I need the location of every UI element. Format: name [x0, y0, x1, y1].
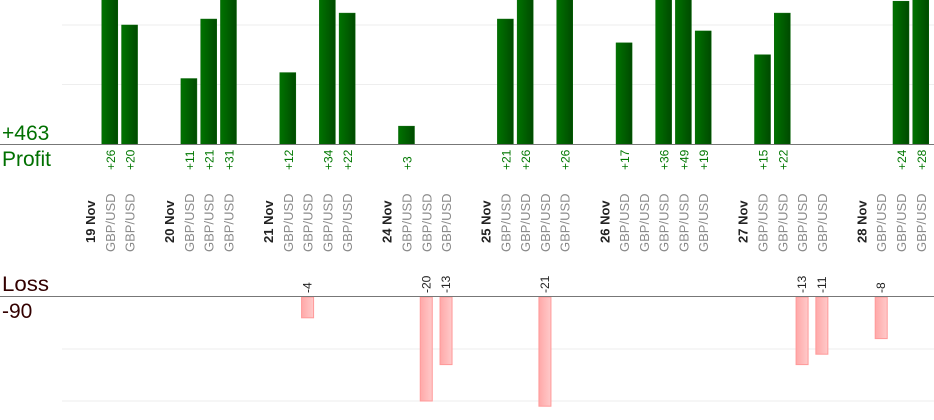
profit-value-label: +31: [222, 149, 236, 170]
profit-value-label: +36: [658, 149, 672, 170]
pair-label: GBP/USD: [123, 193, 138, 252]
loss-bar[interactable]: [301, 296, 315, 319]
pair-label: GBP/USD: [795, 193, 810, 252]
profit-value-label: +26: [559, 149, 573, 170]
loss-label: Loss: [2, 273, 49, 296]
pair-label: GBP/USD: [617, 193, 632, 252]
profit-bar[interactable]: [398, 125, 415, 145]
date-label: 21 Nov: [261, 200, 276, 243]
profit-value-label: +26: [519, 149, 533, 170]
profit-value-label: +22: [776, 149, 790, 170]
pair-label: GBP/USD: [518, 193, 533, 252]
profit-value-label: +26: [104, 149, 118, 170]
profit-value-label: +24: [895, 149, 909, 170]
pair-label: GBP/USD: [320, 193, 335, 252]
loss-bar[interactable]: [795, 296, 809, 366]
pair-label: GBP/USD: [103, 193, 118, 252]
profit-bar[interactable]: [279, 72, 297, 145]
profit-value-label: +49: [677, 149, 691, 170]
pair-label: GBP/USD: [637, 193, 652, 252]
pair-label: GBP/USD: [399, 193, 414, 252]
loss-value-label: -11: [815, 276, 829, 293]
profit-bar[interactable]: [497, 18, 514, 145]
profit-value-label: +34: [321, 149, 335, 170]
profit-bar[interactable]: [319, 0, 336, 145]
loss-bar[interactable]: [419, 296, 433, 402]
loss-value-label: -8: [874, 282, 888, 293]
date-label: 24 Nov: [380, 200, 395, 243]
date-label: 28 Nov: [854, 200, 869, 243]
loss-value-label: -13: [795, 275, 809, 293]
profit-bar[interactable]: [615, 42, 633, 145]
profit-bar[interactable]: [516, 0, 534, 145]
loss-total: -90: [2, 300, 32, 323]
loss-bar[interactable]: [538, 296, 552, 407]
date-label: 25 Nov: [479, 200, 494, 243]
profit-bar[interactable]: [774, 12, 791, 145]
profit-value-label: +12: [282, 149, 296, 170]
profit-bar[interactable]: [675, 0, 692, 145]
profit-bar[interactable]: [694, 30, 712, 145]
pair-label: GBP/USD: [439, 193, 454, 252]
pair-label: GBP/USD: [281, 193, 296, 252]
profit-value-label: +21: [499, 149, 513, 170]
loss-bar[interactable]: [874, 296, 888, 340]
pair-label: GBP/USD: [182, 193, 197, 252]
profit-value-label: +22: [341, 149, 355, 170]
profit-total: +463: [2, 122, 49, 145]
profit-value-label: +11: [183, 150, 197, 170]
loss-bar[interactable]: [815, 296, 829, 355]
pair-label: GBP/USD: [498, 193, 513, 252]
profit-bar[interactable]: [200, 18, 217, 145]
loss-value-label: -21: [538, 275, 552, 293]
pair-label: GBP/USD: [676, 193, 691, 252]
pair-label: GBP/USD: [419, 193, 434, 252]
profit-value-label: +17: [618, 149, 632, 170]
loss-value-label: -20: [419, 275, 433, 293]
loss-bar[interactable]: [439, 296, 453, 366]
profit-value-label: +19: [697, 149, 711, 170]
profit-bar[interactable]: [121, 24, 138, 145]
pair-label: GBP/USD: [538, 193, 553, 252]
date-label: 20 Nov: [162, 200, 177, 243]
profit-bar[interactable]: [180, 78, 198, 145]
pair-label: GBP/USD: [558, 193, 573, 252]
pair-label: GBP/USD: [696, 193, 711, 252]
profit-bar[interactable]: [556, 0, 573, 145]
pair-label: GBP/USD: [340, 193, 355, 252]
date-label: 19 Nov: [83, 200, 98, 243]
pair-label: GBP/USD: [894, 193, 909, 252]
profit-value-label: +15: [757, 149, 771, 170]
profit-bar[interactable]: [101, 0, 119, 145]
pair-label: GBP/USD: [657, 193, 672, 252]
profit-bar[interactable]: [912, 0, 930, 145]
profit-value-label: +28: [915, 149, 929, 170]
pair-label: GBP/USD: [221, 193, 236, 252]
date-label: 26 Nov: [597, 200, 612, 243]
date-label: 27 Nov: [736, 200, 751, 243]
pair-label: GBP/USD: [815, 193, 830, 252]
profit-bar[interactable]: [892, 0, 910, 145]
profit-label: Profit: [2, 148, 51, 171]
pair-label: GBP/USD: [301, 193, 316, 252]
pair-label: GBP/USD: [775, 193, 790, 252]
profit-bar[interactable]: [338, 12, 356, 145]
profit-value-label: +21: [203, 149, 217, 170]
pair-label: GBP/USD: [914, 193, 929, 252]
profit-value-label: +20: [124, 149, 138, 170]
loss-value-label: -13: [439, 275, 453, 293]
pair-label: GBP/USD: [202, 193, 217, 252]
profit-value-label: +3: [400, 156, 414, 170]
loss-value-label: -4: [301, 282, 315, 293]
pair-label: GBP/USD: [756, 193, 771, 252]
profit-bar[interactable]: [220, 0, 237, 145]
pair-label: GBP/USD: [874, 193, 889, 252]
profit-bar[interactable]: [655, 0, 672, 145]
profit-bar[interactable]: [754, 54, 771, 145]
